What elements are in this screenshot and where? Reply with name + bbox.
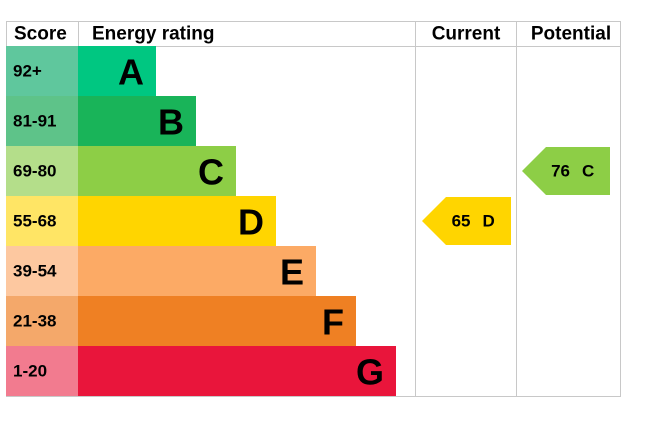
score-label: 92+ — [13, 62, 42, 81]
score-label: 39-54 — [13, 262, 57, 281]
rating-bar — [78, 146, 236, 196]
potential-score: 76 — [551, 162, 570, 181]
rating-bar — [78, 96, 196, 146]
rating-letter: E — [280, 252, 304, 293]
score-label: 81-91 — [13, 112, 56, 131]
rating-bar — [78, 196, 276, 246]
header-score: Score — [14, 24, 67, 45]
score-label: 69-80 — [13, 162, 56, 181]
rating-letter: D — [238, 202, 264, 243]
potential-rating: C — [582, 162, 594, 181]
rating-bar — [78, 46, 156, 96]
score-cell — [6, 296, 78, 346]
score-cell — [6, 346, 78, 396]
rating-bar — [78, 346, 396, 396]
rating-bar — [78, 296, 356, 346]
rating-letter: C — [198, 152, 224, 193]
score-cell — [6, 146, 78, 196]
score-label: 55-68 — [13, 212, 56, 231]
header-potential: Potential — [531, 24, 611, 45]
current-score: 65 — [452, 212, 471, 231]
score-cell — [6, 96, 78, 146]
rating-letter: G — [356, 352, 384, 393]
score-label: 21-38 — [13, 312, 56, 331]
potential-arrow — [522, 147, 610, 195]
rating-letter: B — [158, 102, 184, 143]
header-rating: Energy rating — [92, 24, 214, 45]
score-cell — [6, 46, 78, 96]
current-arrow — [422, 197, 511, 245]
rating-letter: A — [118, 52, 144, 93]
rating-letter: F — [322, 302, 344, 343]
score-cell — [6, 246, 78, 296]
rating-bar — [78, 246, 316, 296]
score-cell — [6, 196, 78, 246]
header-current: Current — [432, 24, 501, 45]
current-rating: D — [483, 212, 495, 231]
score-label: 1-20 — [13, 362, 47, 381]
